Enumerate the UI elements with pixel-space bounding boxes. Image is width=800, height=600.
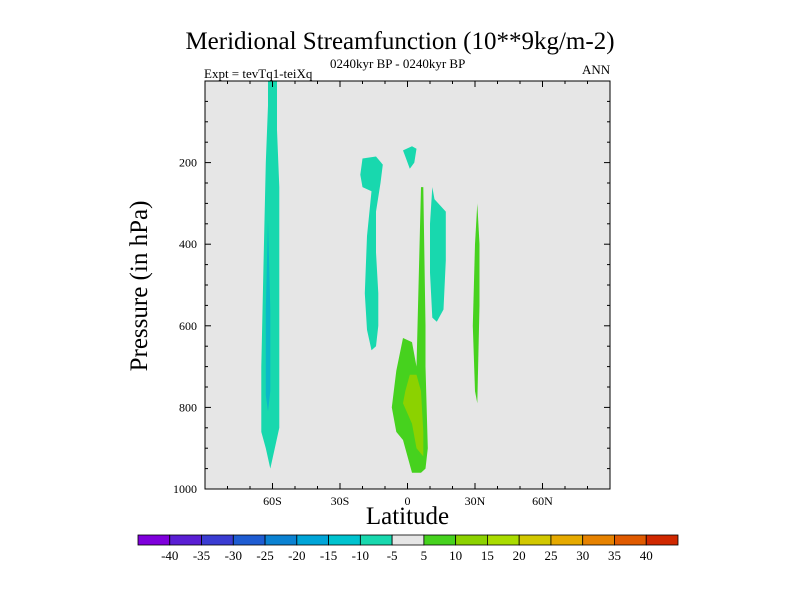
contour-region-neg-eq-small (403, 146, 417, 169)
y-axis-label: Pressure (in hPa) (126, 200, 153, 372)
colorbar-swatch (423, 534, 457, 546)
colorbar-label: -20 (288, 548, 305, 563)
colorbar-label: -10 (352, 548, 369, 563)
colorbar-label: 30 (576, 548, 589, 563)
colorbar-swatch (264, 534, 298, 546)
contour-region-neg-nh-narrow (430, 187, 446, 322)
colorbar-label: -25 (256, 548, 273, 563)
x-tick-label: 60S (263, 494, 282, 508)
colorbar-swatch (296, 534, 329, 546)
colorbar-label: 15 (481, 548, 494, 563)
colorbar-label: -5 (387, 548, 398, 563)
experiment-label: Expt = tevTq1-teiXq (204, 66, 313, 81)
x-tick-label: 30N (465, 494, 486, 508)
colorbar-label: -35 (193, 548, 210, 563)
y-tick-label: 200 (179, 156, 197, 170)
colorbar-label: 20 (513, 548, 526, 563)
colorbar-label: 35 (608, 548, 621, 563)
colorbar-swatch (582, 534, 615, 546)
colorbar-label: 10 (449, 548, 462, 563)
colorbar-swatch (201, 534, 234, 546)
colorbar-label: -15 (320, 548, 337, 563)
colorbar-label: 25 (544, 548, 557, 563)
colorbar-swatch (455, 534, 488, 546)
colorbar-swatch (550, 534, 584, 546)
x-tick-label: 0 (405, 494, 411, 508)
colorbar-swatch (645, 534, 679, 546)
colorbar-swatch (614, 534, 647, 546)
y-tick-label: 600 (179, 319, 197, 333)
y-tick-label: 400 (179, 237, 197, 251)
contour-region-pos-nh-thin (472, 203, 480, 404)
colorbar-swatch (328, 534, 361, 546)
x-axis-label: Latitude (365, 503, 450, 530)
colorbar-swatch (518, 534, 552, 546)
season-label: ANN (582, 62, 611, 77)
colorbar-swatch (169, 534, 202, 546)
x-tick-label: 30S (331, 494, 350, 508)
contour-region-pos-lower-core (403, 374, 424, 457)
colorbar-swatch (359, 534, 393, 546)
colorbar-label: 5 (421, 548, 428, 563)
colorbar-swatch (137, 534, 171, 546)
colorbar-swatch (487, 534, 520, 546)
x-tick-label: 60N (532, 494, 553, 508)
colorbar-label: -40 (161, 548, 178, 563)
contour-region-neg-sh-core (265, 219, 271, 412)
y-tick-label: 800 (179, 400, 197, 414)
contour-region-neg-subtrop-south (360, 156, 383, 351)
colorbar-label: -30 (225, 548, 242, 563)
colorbar-swatch (232, 534, 266, 546)
y-tick-label: 1000 (173, 482, 197, 496)
colorbar-label: 40 (640, 548, 653, 563)
chart-title: Meridional Streamfunction (10**9kg/m-2) (185, 28, 615, 55)
colorbar-swatch (391, 534, 425, 546)
period-label: 0240kyr BP - 0240kyr BP (330, 56, 466, 71)
